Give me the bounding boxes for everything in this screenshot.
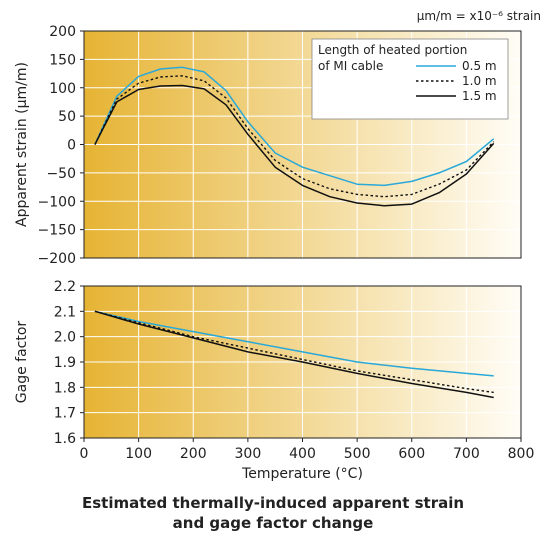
strain-ytick-label: 200: [49, 24, 76, 40]
legend-entry-label: 1.5 m: [462, 89, 497, 103]
xtick-label: 300: [235, 446, 262, 462]
strain-ytick-label: 0: [67, 138, 76, 154]
xtick-label: 700: [453, 446, 480, 462]
unit-note: μm/m = x10⁻⁶ strain: [417, 9, 541, 23]
strain-ytick-label: −200: [38, 251, 76, 267]
strain-ylabel: Apparent strain (μm/m): [14, 62, 30, 227]
gage-ytick-label: 2.1: [54, 304, 76, 320]
xtick-label: 500: [344, 446, 371, 462]
xtick-label: 200: [180, 446, 207, 462]
gage-ytick-label: 1.6: [54, 431, 76, 447]
xtick-label: 400: [289, 446, 316, 462]
gage-ytick-label: 2.0: [54, 330, 76, 346]
gage-series-1-5-mm-line: [94, 310, 494, 399]
xtick-label: 800: [508, 446, 535, 462]
strain-series-1-5-mm-line: [94, 84, 495, 207]
xtick-label: 100: [125, 446, 152, 462]
strain-ytick-label: 50: [58, 109, 76, 125]
xtick-label: 600: [398, 446, 425, 462]
legend-title-line-1: Length of heated portion: [318, 43, 467, 57]
legend-box: [311, 38, 509, 120]
gage-ytick-label: 1.9: [54, 355, 76, 371]
gage-factor-chart: 2.2 2.1 2.0 1.9 1.8 1.7 1.6 Gage factor 0 100 200 3…: [14, 279, 534, 482]
strain-ytick-label: 150: [49, 52, 76, 68]
gage-series-1-0-mm-line: [94, 310, 494, 394]
legend-entry-label: 0.5 m: [462, 59, 497, 73]
figure-canvas: μm/m = x10⁻⁶ strain 200150100500−50−100−…: [14, 9, 541, 482]
xtick-label: 0: [80, 446, 89, 462]
figure-caption: Estimated thermally-induced apparent str…: [0, 493, 546, 533]
strain-ytick-label: −150: [38, 223, 76, 239]
legend-entry-label: 1.0 m: [462, 74, 497, 88]
caption-line-2: and gage factor change: [172, 514, 374, 532]
strain-series-1-0-mm-line: [94, 75, 495, 198]
strain-ytick-label: 100: [49, 81, 76, 97]
strain-ytick-label: −50: [46, 166, 76, 182]
apparent-strain-chart: 200 150 100 50 0 −50 −100 −150 −200 Apparent stra…: [14, 24, 522, 267]
gage-ytick-label: 1.8: [54, 380, 76, 396]
gage-ytick-label: 1.7: [54, 406, 76, 422]
gage-series-0-5-mm-line: [94, 310, 494, 377]
legend-title-line-2: of MI cable: [318, 59, 383, 73]
gage-ylabel: Gage factor: [14, 321, 30, 404]
xlabel: Temperature (°C): [241, 466, 363, 482]
strain-series-0-5-mm-line: [94, 66, 495, 187]
caption-line-1: Estimated thermally-induced apparent str…: [81, 494, 465, 512]
gage-ytick-label: 2.2: [54, 279, 76, 295]
strain-ytick-label: −100: [38, 194, 76, 210]
